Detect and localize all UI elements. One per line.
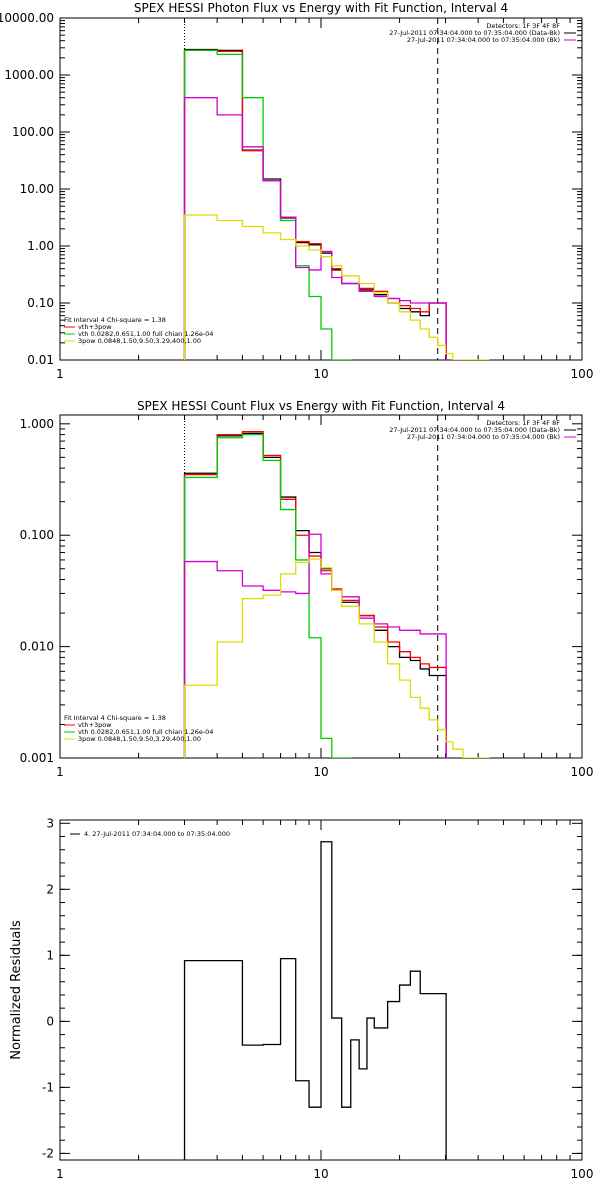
x-tick-label: 100 — [571, 1167, 594, 1181]
y-tick-label: 0.001 — [20, 751, 54, 765]
y-tick-label: 0.10 — [27, 296, 54, 310]
series-line — [183, 49, 447, 360]
y-tick-label: 0 — [46, 1014, 54, 1028]
legend-entry: 3pow 0.0848,1.50,9.50,3.29,400,1.00 — [78, 337, 201, 345]
photon-flux-panel: SPEX HESSI Photon Flux vs Energy with Fi… — [0, 1, 593, 381]
y-tick-label: 0.01 — [27, 353, 54, 367]
y-tick-label: 100.00 — [12, 125, 54, 139]
chart-title: SPEX HESSI Count Flux vs Energy with Fit… — [137, 399, 505, 413]
y-axis-label: Normalized Residuals — [9, 920, 24, 1060]
y-tick-label: 0.010 — [20, 640, 54, 654]
y-tick-label: 10000.00 — [0, 11, 54, 25]
y-tick-label: 3 — [46, 816, 54, 830]
x-tick-label: 1 — [56, 1167, 64, 1181]
legend-entry: vth+3pow — [78, 323, 112, 331]
series-line — [183, 558, 490, 758]
y-tick-label: -2 — [42, 1146, 54, 1160]
series-line — [183, 48, 447, 360]
legend-entry: Detectors: 1F 3F 4F 8F — [486, 419, 560, 427]
y-tick-label: -1 — [42, 1080, 54, 1094]
y-tick-label: 2 — [46, 882, 54, 896]
legend-entry: 27-Jul-2011 07:34:04.000 to 07:35:04.000… — [407, 433, 560, 441]
legend-entry: vth+3pow — [78, 721, 112, 729]
chart-title: SPEX HESSI Photon Flux vs Energy with Fi… — [134, 1, 508, 15]
residuals-panel: Normalized Residuals 1 10 100 -2 -1 0 1 2 3 4. 27-… — [9, 816, 593, 1181]
series-line — [183, 49, 352, 360]
y-tick-label: 0.100 — [20, 528, 54, 542]
series-line — [183, 533, 447, 758]
series-line — [183, 841, 447, 1160]
legend-entry: Fit Interval 4 Chi-square = 1.38 — [64, 714, 166, 722]
x-tick-label: 100 — [571, 765, 594, 779]
series-line — [183, 97, 447, 360]
y-tick-label: 1000.00 — [4, 68, 54, 82]
legend-entry: 4. 27-Jul-2011 07:34:04.000 to 07:35:04.… — [84, 830, 230, 838]
legend-entry: 27-Jul-2011 07:34:04.000 to 07:35:04.000… — [389, 426, 560, 434]
legend-entry: vth 0.0282,0.651,1.00 full chian 1.26e-0… — [78, 728, 213, 736]
x-tick-label: 10 — [313, 367, 328, 381]
legend-entry: vth 0.0282,0.651,1.00 full chian 1.26e-0… — [78, 330, 213, 338]
x-tick-label: 1 — [56, 765, 64, 779]
y-tick-label: 1.00 — [27, 239, 54, 253]
series-line — [183, 431, 447, 758]
x-tick-label: 1 — [56, 367, 64, 381]
y-tick-label: 1.000 — [20, 417, 54, 431]
x-tick-label: 10 — [313, 1167, 328, 1181]
x-tick-label: 10 — [313, 765, 328, 779]
legend-entry: 3pow 0.0848,1.50,9.50,3.29,400,1.00 — [78, 735, 201, 743]
series-line — [183, 433, 352, 758]
legend-entry: Detectors: 1F 3F 4F 8F — [486, 22, 560, 30]
legend-entry: Fit Interval 4 Chi-square = 1.38 — [64, 316, 166, 324]
legend-entry: 27-Jul-2011 07:34:04.000 to 07:35:04.000… — [389, 29, 560, 37]
y-tick-label: 1 — [46, 948, 54, 962]
legend-entry: 27-Jul-2011 07:34:04.000 to 07:35:04.000… — [407, 36, 560, 44]
series-line — [183, 432, 447, 758]
count-flux-panel: SPEX HESSI Count Flux vs Energy with Fit… — [20, 399, 594, 779]
x-tick-label: 100 — [571, 367, 594, 381]
series-line — [183, 214, 490, 360]
y-tick-label: 10.00 — [20, 182, 54, 196]
